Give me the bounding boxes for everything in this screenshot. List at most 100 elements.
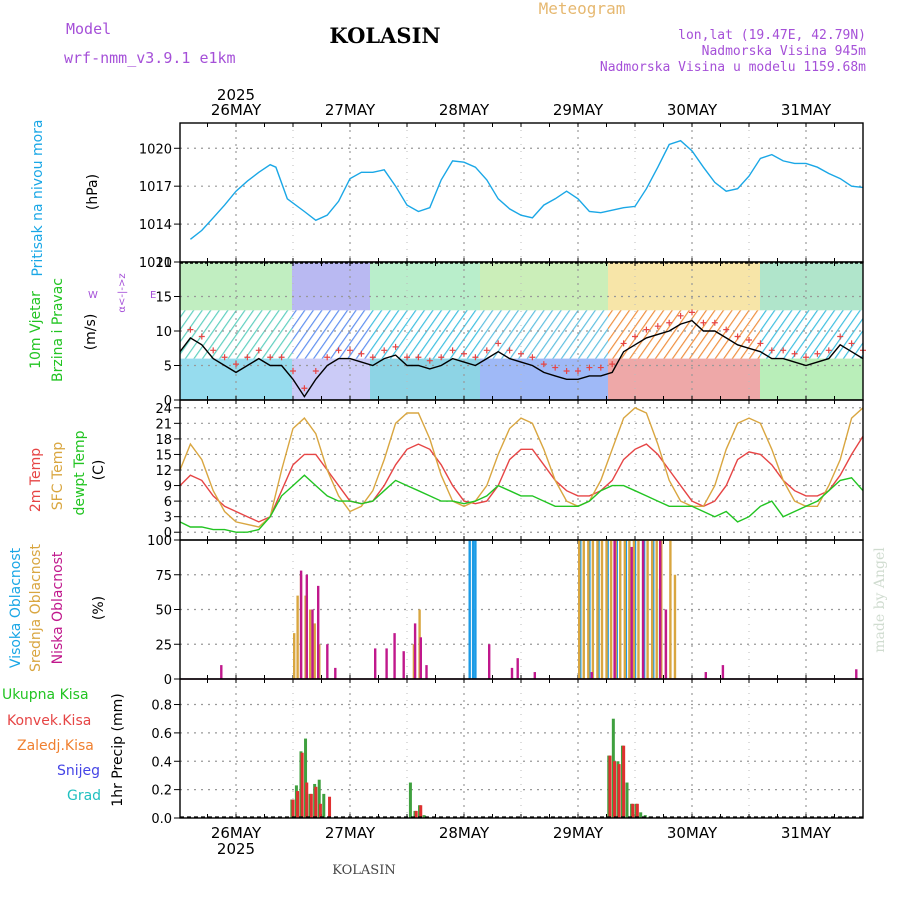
bar-mark bbox=[317, 779, 321, 818]
bottom-day-label: 28MAY bbox=[439, 824, 490, 842]
panel-frame bbox=[179, 539, 864, 680]
model-name: wrf-nmm_v3.9.1 e1km bbox=[64, 49, 236, 67]
bottom-day-label: 26MAY bbox=[211, 824, 262, 842]
y-tick-label: 21 bbox=[155, 417, 172, 432]
bar-mark bbox=[641, 540, 645, 679]
bar-mark bbox=[646, 540, 649, 679]
dewpt-title: dewpt Temp bbox=[72, 430, 88, 515]
wind-gust-marker bbox=[415, 354, 422, 361]
y-tick-label: 6 bbox=[164, 495, 172, 510]
wind-gust-marker bbox=[233, 361, 239, 368]
bar-mark bbox=[591, 540, 595, 679]
wind-gust-marker bbox=[803, 354, 809, 361]
bar-mark bbox=[631, 803, 635, 818]
bar-mark bbox=[296, 791, 300, 818]
wind-gust-marker bbox=[746, 336, 752, 343]
station-title: KOLASIN bbox=[329, 23, 440, 48]
top-day-label: 30MAY bbox=[667, 101, 718, 119]
bar-mark bbox=[313, 623, 316, 679]
wind-gust-marker bbox=[643, 326, 650, 333]
wind-gust-marker bbox=[255, 347, 262, 354]
y-tick-label: 5 bbox=[164, 360, 172, 375]
bar-mark bbox=[664, 609, 668, 679]
wind-gust-marker bbox=[210, 347, 217, 354]
y-tick-label: 0 bbox=[164, 526, 172, 541]
wind-unit: (m/s) bbox=[83, 314, 99, 351]
bar-mark bbox=[625, 782, 629, 818]
bar-mark bbox=[385, 648, 388, 679]
bar-mark bbox=[326, 644, 329, 679]
wind-gust-marker bbox=[825, 347, 832, 354]
legend-ukupna-kisa: Ukupna Kisa bbox=[2, 687, 89, 703]
wind-gust-marker bbox=[814, 350, 821, 357]
wind-gust-marker bbox=[426, 357, 433, 364]
y-tick-label: 25 bbox=[155, 638, 172, 653]
wind-band bbox=[292, 262, 370, 311]
wind-gust-marker bbox=[632, 333, 638, 340]
bar-mark bbox=[578, 540, 581, 679]
y-tick-label: 100 bbox=[147, 534, 172, 549]
wind-gust-marker bbox=[654, 323, 661, 330]
bar-mark bbox=[516, 658, 519, 679]
y-tick-label: 15 bbox=[155, 448, 172, 463]
bar-mark bbox=[305, 574, 308, 679]
y-tick-label: 20 bbox=[155, 256, 172, 271]
wind-band bbox=[370, 310, 480, 359]
bar-mark bbox=[637, 540, 640, 679]
bar-mark bbox=[704, 672, 707, 679]
wind-band bbox=[292, 310, 370, 359]
bar-mark bbox=[468, 540, 471, 679]
y-tick-label: 0.8 bbox=[151, 699, 172, 714]
wind-gust-marker bbox=[700, 319, 707, 326]
wind-gust-marker bbox=[381, 347, 388, 354]
bar-mark bbox=[414, 810, 418, 818]
legend-konvek-kisa: Konvek.Kisa bbox=[7, 713, 91, 729]
y-tick-label: 9 bbox=[164, 480, 172, 495]
bar-mark bbox=[635, 803, 639, 818]
wind-gust-marker bbox=[278, 354, 285, 361]
bar-mark bbox=[299, 570, 303, 679]
bar-mark bbox=[309, 793, 313, 818]
bar-mark bbox=[291, 799, 295, 818]
wind-gust-marker bbox=[837, 333, 844, 340]
cloud-panel: 0 25 50 75 100 bbox=[147, 534, 864, 688]
wind-band bbox=[608, 310, 760, 359]
bar-mark bbox=[650, 540, 654, 679]
pressure-unit: (hPa) bbox=[85, 174, 101, 210]
y-tick-label: 24 bbox=[155, 402, 172, 417]
wind-gust-marker bbox=[301, 385, 308, 392]
wind-gust-marker bbox=[187, 326, 194, 333]
precip-panel: 0.0 0.2 0.4 0.6 0.8 bbox=[151, 678, 864, 827]
legend-grad: Grad bbox=[67, 788, 101, 804]
wind-gust-marker bbox=[495, 340, 502, 347]
wind-title-line2: Brzina i Pravac bbox=[50, 278, 66, 382]
bar-mark bbox=[293, 633, 296, 679]
bar-mark bbox=[304, 595, 307, 679]
wind-gust-marker bbox=[324, 354, 331, 361]
wind-gust-marker bbox=[312, 368, 319, 375]
pressure-panel: 1011 1014 1017 1020 bbox=[139, 122, 864, 271]
bar-mark bbox=[314, 786, 318, 818]
wind-gust-marker bbox=[768, 347, 775, 354]
temp-unit: (C) bbox=[91, 460, 107, 481]
bar-mark bbox=[393, 633, 396, 679]
wind-gust-marker bbox=[597, 364, 604, 371]
bottom-day-label: 31MAY bbox=[781, 824, 832, 842]
wind-band bbox=[480, 262, 608, 311]
wind-gust-marker bbox=[848, 340, 855, 347]
pressure-title: Pritisak na nivou mora bbox=[30, 119, 46, 276]
bottom-year-label: 2025 bbox=[217, 840, 255, 858]
wind-gust-marker bbox=[552, 364, 559, 371]
y-tick-label: 0.4 bbox=[151, 755, 172, 770]
top-day-label: 29MAY bbox=[553, 101, 604, 119]
mid-cloud-title: Srednja Oblacnost bbox=[28, 544, 44, 672]
wind-gust-marker bbox=[506, 347, 513, 354]
bar-mark bbox=[622, 745, 626, 818]
bar-mark bbox=[471, 540, 475, 679]
y-tick-label: 3 bbox=[164, 511, 172, 526]
y-tick-label: 1011 bbox=[139, 256, 172, 271]
bar-mark bbox=[533, 672, 536, 679]
wind-gust-marker bbox=[472, 354, 479, 361]
wind-band bbox=[292, 358, 370, 400]
